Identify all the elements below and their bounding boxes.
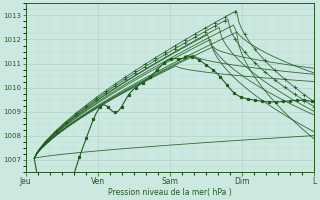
X-axis label: Pression niveau de la mer( hPa ): Pression niveau de la mer( hPa ) — [108, 188, 232, 197]
